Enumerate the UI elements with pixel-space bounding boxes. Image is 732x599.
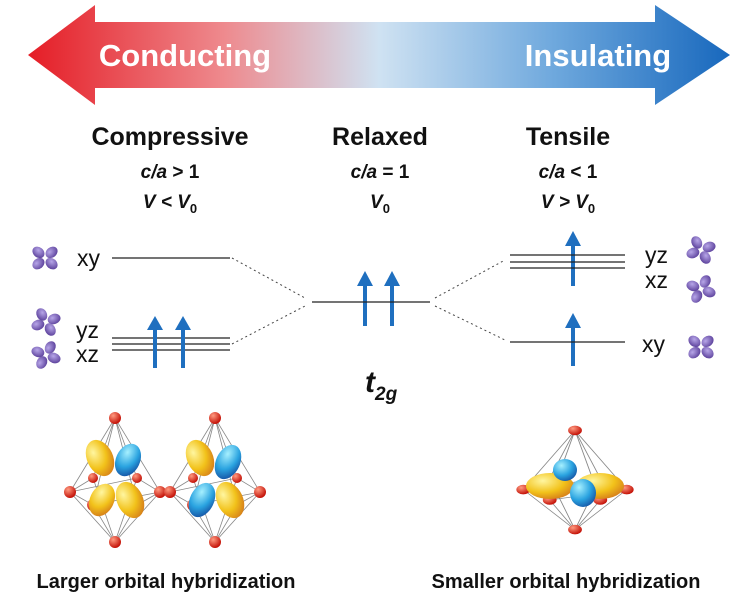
level-label: xy	[77, 245, 101, 271]
lobe	[188, 482, 216, 518]
spin-arrow	[181, 328, 185, 368]
orbital-icon	[27, 336, 65, 374]
trend-arrow	[28, 5, 730, 105]
lobe	[114, 443, 142, 477]
spin-arrow	[153, 328, 157, 368]
spin-arrows	[147, 231, 581, 368]
spin-arrow	[390, 284, 394, 326]
column-title: Tensile	[526, 123, 610, 151]
level-label: xz	[76, 341, 99, 367]
octahedron-compressive-1	[63, 411, 167, 549]
level-label: xz	[645, 267, 668, 293]
lobe	[185, 439, 215, 477]
octahedron-frame	[63, 411, 167, 549]
spin-arrow-head	[565, 231, 581, 246]
spin-arrow-head	[357, 271, 373, 286]
spin-arrow	[571, 326, 575, 366]
lobe	[214, 444, 242, 480]
level-label: yz	[645, 242, 668, 268]
lobe	[88, 483, 116, 517]
lobe	[115, 481, 145, 519]
ratio: c/a < 1	[539, 162, 598, 183]
orbital-icon	[27, 303, 65, 341]
lobe	[85, 439, 115, 477]
spin-arrow-head	[175, 316, 191, 330]
spin-arrow	[571, 244, 575, 286]
orbital-icon	[682, 231, 720, 269]
orbital-icon	[682, 270, 720, 308]
connector	[231, 257, 306, 299]
ratio-rel: = 1	[382, 162, 409, 183]
arrow-left-label: Conducting	[99, 38, 271, 73]
caption: Smaller orbital hybridization	[432, 571, 701, 593]
volume: V0	[370, 192, 390, 216]
connector	[434, 259, 506, 299]
column-tensile: Tensile c/a < 1 V > V0	[526, 123, 610, 216]
center-label-main: t	[365, 366, 377, 399]
octahedron-tensile	[515, 425, 635, 535]
spin-arrow-head	[147, 316, 163, 330]
center-label: t2g	[365, 366, 398, 405]
ratio-var: c/a	[351, 162, 378, 183]
caption: Larger orbital hybridization	[37, 571, 296, 593]
ratio: c/a > 1	[141, 162, 200, 183]
ratio-rel: < 1	[570, 162, 597, 183]
volume: V > V0	[541, 192, 595, 216]
column-compressive: Compressive c/a > 1 V < V0	[91, 123, 248, 216]
level-label: xy	[642, 331, 666, 357]
ratio-var: c/a	[141, 162, 168, 183]
lobe	[570, 479, 596, 507]
volume-main: V > V	[541, 192, 589, 213]
volume-sub: 0	[190, 201, 197, 216]
spin-arrow	[363, 284, 367, 326]
volume-sub: 0	[588, 201, 595, 216]
lobe	[215, 481, 245, 519]
connector	[231, 305, 306, 345]
connector	[434, 305, 506, 341]
arrow-right-label: Insulating	[525, 38, 671, 73]
ratio-rel: > 1	[172, 162, 199, 183]
octahedron-frame	[163, 411, 267, 549]
orbital-icon	[30, 244, 60, 272]
column-title: Relaxed	[332, 123, 428, 151]
lobe	[553, 459, 577, 481]
volume: V < V0	[143, 192, 197, 216]
spin-arrow-head	[384, 271, 400, 286]
volume-main: V	[370, 192, 384, 213]
volume-main: V < V	[143, 192, 191, 213]
spin-arrow-head	[565, 313, 581, 328]
column-title: Compressive	[91, 123, 248, 151]
column-relaxed: Relaxed c/a = 1 V0	[332, 123, 428, 216]
orbital-icon	[686, 333, 716, 361]
center-label-sub: 2g	[374, 384, 398, 405]
level-label: yz	[76, 317, 99, 343]
ratio: c/a = 1	[351, 162, 410, 183]
volume-sub: 0	[383, 201, 390, 216]
octahedron-compressive-2	[163, 411, 267, 549]
ratio-var: c/a	[539, 162, 566, 183]
